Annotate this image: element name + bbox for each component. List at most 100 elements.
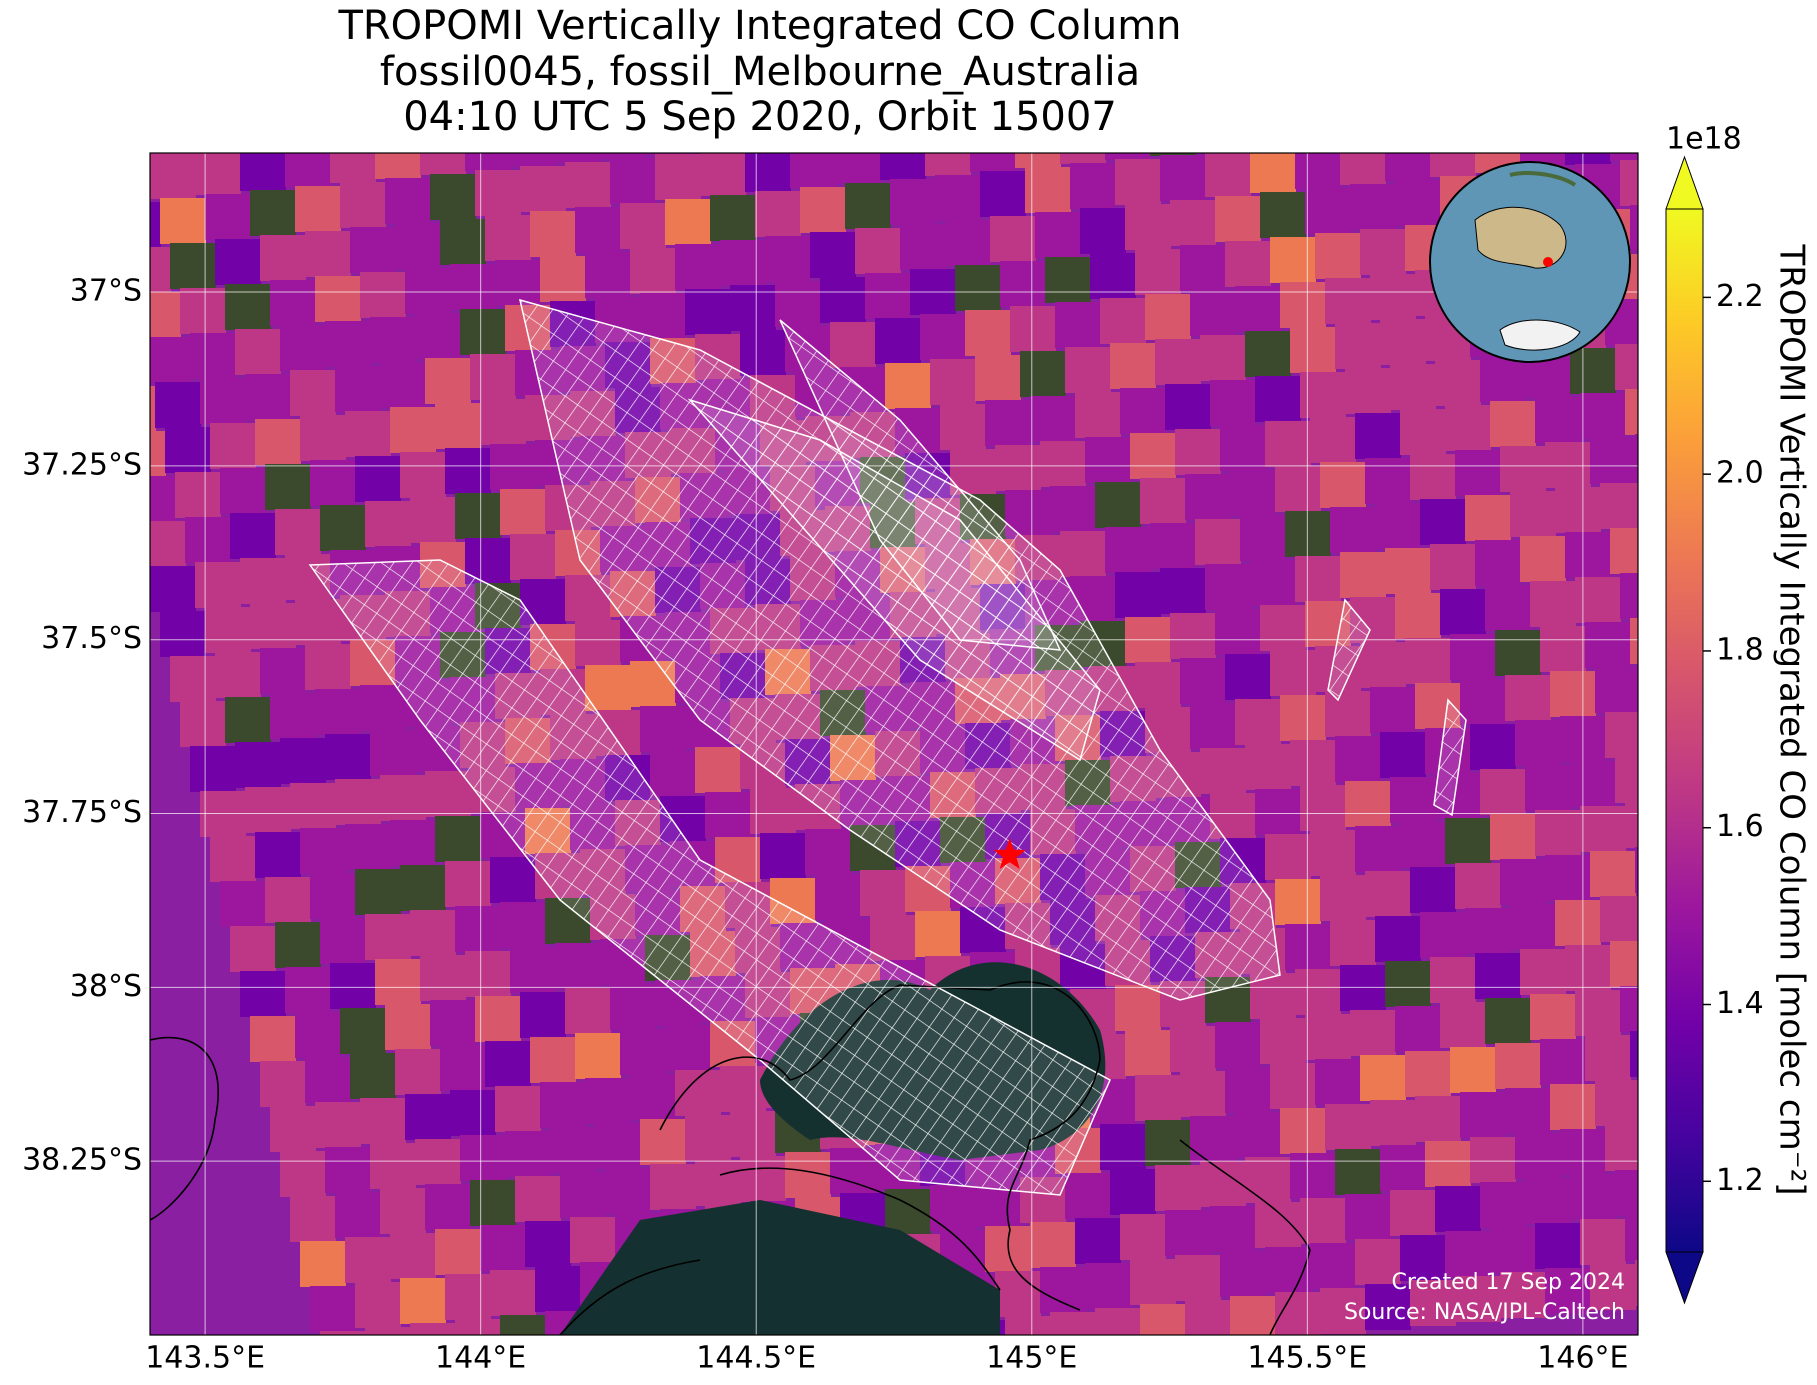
- background-pixel: [360, 272, 406, 318]
- background-pixel: [275, 96, 321, 142]
- background-pixel: [565, 988, 611, 1034]
- background-pixel: [420, 955, 466, 1001]
- background-pixel: [290, 1196, 336, 1242]
- background-pixel: [430, 174, 476, 220]
- background-pixel: [880, 153, 926, 180]
- background-pixel: [465, 951, 511, 997]
- background-pixel: [1345, 0, 1391, 1]
- background-pixel: [1200, 335, 1246, 381]
- background-pixel: [620, 1029, 666, 1075]
- x-tick-label: 146°E: [1537, 1341, 1628, 1376]
- background-pixel: [245, 374, 291, 420]
- background-pixel: [235, 329, 281, 375]
- background-pixel: [1700, 520, 1746, 566]
- background-pixel: [555, 1356, 601, 1385]
- background-pixel: [1575, 990, 1621, 1036]
- background-pixel: [1430, 153, 1476, 177]
- background-pixel: [730, 285, 776, 331]
- background-pixel: [610, 158, 656, 204]
- background-pixel: [1635, 434, 1638, 480]
- background-pixel: [1030, 1222, 1076, 1268]
- background-pixel: [330, 963, 376, 1009]
- background-pixel: [1290, 1153, 1336, 1199]
- background-pixel: [1625, 0, 1671, 22]
- background-pixel: [1730, 1068, 1776, 1114]
- background-pixel: [1225, 654, 1271, 700]
- background-pixel: [1610, 941, 1638, 987]
- background-pixel: [240, 153, 286, 191]
- background-pixel: [1635, 1260, 1638, 1306]
- background-pixel: [305, 1057, 351, 1103]
- background-pixel: [1130, 433, 1176, 479]
- background-pixel: [1385, 548, 1431, 594]
- background-pixel: [1605, 712, 1638, 758]
- background-pixel: [1355, 1239, 1401, 1285]
- background-pixel: [250, 1016, 296, 1062]
- background-pixel: [390, 820, 436, 866]
- background-pixel: [1580, 0, 1626, 26]
- y-tick-label: 37°S: [70, 274, 142, 309]
- background-pixel: [1400, 1235, 1446, 1281]
- background-pixel: [150, 153, 186, 154]
- background-pixel: [425, 1184, 471, 1230]
- background-pixel: [1420, 86, 1466, 132]
- background-pixel: [150, 476, 176, 522]
- background-pixel: [170, 243, 216, 289]
- background-pixel: [720, 240, 766, 286]
- background-pixel: [555, 943, 601, 989]
- background-pixel: [765, 236, 811, 282]
- background-pixel: [1125, 1030, 1171, 1076]
- background-pixel: [1515, 720, 1561, 766]
- background-pixel: [480, 1225, 526, 1271]
- background-pixel: [1505, 1088, 1551, 1134]
- background-pixel: [1210, 380, 1256, 426]
- background-pixel: [1710, 152, 1756, 198]
- background-pixel: [350, 1053, 396, 1099]
- background-pixel: [345, 824, 391, 870]
- background-pixel: [1570, 761, 1616, 807]
- background-pixel: [1400, 822, 1446, 868]
- background-pixel: [650, 1164, 696, 1210]
- background-pixel: [1040, 1267, 1086, 1313]
- background-pixel: [95, 112, 141, 158]
- background-pixel: [920, 314, 966, 360]
- background-pixel: [40, 71, 86, 117]
- background-pixel: [575, 620, 621, 666]
- y-tick-label: 38°S: [70, 969, 142, 1004]
- background-pixel: [1595, 1080, 1638, 1126]
- background-pixel: [1260, 605, 1306, 651]
- background-pixel: [1205, 153, 1251, 197]
- background-pixel: [1330, 920, 1376, 966]
- background-pixel: [250, 190, 296, 236]
- background-pixel: [1600, 70, 1646, 116]
- background-pixel: [685, 289, 731, 335]
- background-pixel: [60, 161, 106, 207]
- background-pixel: [150, 157, 151, 203]
- background-pixel: [350, 227, 396, 273]
- background-pixel: [400, 452, 446, 498]
- background-pixel: [1340, 552, 1386, 598]
- background-pixel: [1550, 671, 1596, 717]
- background-pixel: [1295, 153, 1341, 189]
- background-pixel: [1600, 483, 1638, 529]
- background-pixel: [315, 276, 361, 322]
- background-pixel: [1500, 33, 1546, 79]
- background-pixel: [1380, 732, 1426, 778]
- background-pixel: [1200, 1161, 1246, 1207]
- background-pixel: [225, 697, 271, 743]
- background-pixel: [1085, 1263, 1131, 1309]
- background-pixel: [180, 701, 226, 747]
- background-pixel: [320, 918, 366, 964]
- background-pixel: [1520, 949, 1566, 995]
- background-pixel: [1250, 560, 1296, 606]
- background-pixel: [1360, 229, 1406, 275]
- background-pixel: [1025, 167, 1071, 213]
- background-pixel: [435, 816, 481, 862]
- background-pixel: [170, 656, 216, 702]
- background-pixel: [790, 153, 836, 188]
- background-pixel: [1530, 994, 1576, 1040]
- background-pixel: [1115, 985, 1161, 1031]
- background-pixel: [1445, 405, 1491, 451]
- background-pixel: [1445, 0, 1491, 38]
